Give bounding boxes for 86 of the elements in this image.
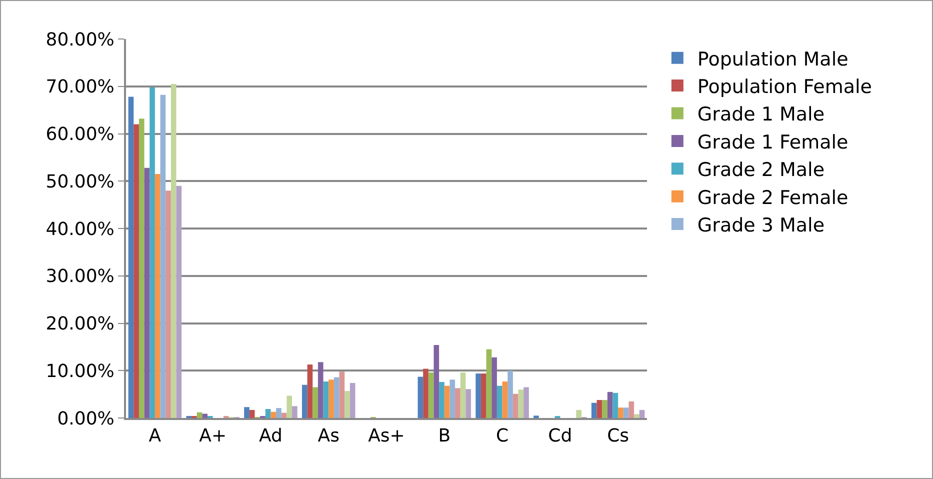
- bar: [265, 409, 271, 418]
- bar: [602, 400, 608, 418]
- bar: [128, 96, 134, 418]
- bar: [144, 168, 150, 418]
- x-tick-label: B: [438, 426, 451, 447]
- bar: [612, 392, 618, 418]
- x-tick-label: A: [148, 426, 162, 447]
- bar: [249, 410, 255, 418]
- x-tick-label: As+: [368, 426, 405, 447]
- bar: [150, 87, 155, 418]
- bar: [286, 396, 292, 418]
- y-tick-label: 80.00%: [46, 29, 114, 50]
- bar: [518, 390, 524, 418]
- bar: [176, 186, 182, 418]
- y-tick-label: 30.00%: [46, 266, 114, 288]
- bar: [202, 414, 208, 418]
- bar: [460, 372, 466, 418]
- x-tick-label: Cs: [607, 426, 630, 447]
- bar: [576, 410, 582, 418]
- bar: [607, 392, 613, 418]
- bar: [244, 407, 250, 418]
- y-tick-label: 0.00%: [57, 408, 114, 430]
- y-tick-label: 70.00%: [46, 76, 114, 98]
- bar: [639, 410, 645, 418]
- legend-label: Population Male: [697, 48, 848, 70]
- x-tick-label: Cd: [548, 426, 572, 447]
- bar: [512, 394, 518, 418]
- bar: [496, 386, 502, 418]
- bar: [591, 402, 597, 418]
- bar: [439, 382, 444, 418]
- bar: [350, 382, 356, 418]
- y-tick-label: 60.00%: [46, 124, 114, 146]
- bar: [596, 400, 602, 418]
- bar: [508, 370, 513, 418]
- bar: [428, 372, 434, 418]
- bar: [292, 406, 298, 418]
- legend-label: Grade 2 Female: [697, 186, 848, 209]
- bar: [166, 190, 171, 418]
- x-tick-label: As: [318, 426, 340, 447]
- bar: [270, 412, 276, 418]
- legend-label: Grade 3 Male: [697, 214, 825, 236]
- bar: [623, 408, 629, 418]
- x-tick-label: C: [496, 426, 509, 447]
- bar: [302, 384, 308, 418]
- x-tick-label: Ad: [259, 426, 282, 447]
- bar: [486, 349, 492, 418]
- bar: [344, 391, 350, 418]
- x-tick-label: A+: [199, 426, 227, 447]
- bar: [450, 380, 456, 418]
- bar: [328, 380, 334, 418]
- bar: [466, 389, 472, 418]
- y-tick-label: 50.00%: [46, 171, 114, 192]
- bar: [492, 357, 497, 418]
- bar: [307, 364, 313, 418]
- bar: [312, 387, 318, 418]
- legend-label: Population Female: [697, 76, 872, 98]
- bar: [334, 377, 340, 418]
- bar: [339, 372, 345, 418]
- legend-label: Grade 1 Male: [697, 104, 825, 126]
- bar: [418, 376, 424, 418]
- bar: [170, 84, 176, 418]
- bar: [618, 408, 624, 418]
- bar: [628, 401, 634, 418]
- bar: [423, 368, 428, 418]
- bar: [323, 382, 329, 418]
- y-tick-label: 20.00%: [46, 314, 114, 335]
- bar: [524, 387, 529, 418]
- bar: [318, 362, 324, 418]
- bar: [434, 345, 440, 418]
- bar: [276, 408, 282, 418]
- legend-label: Grade 1 Female: [697, 131, 848, 154]
- bar: [502, 382, 508, 418]
- y-tick-label: 40.00%: [46, 218, 114, 240]
- bar: [281, 412, 287, 418]
- bar: [480, 373, 486, 418]
- bar: [138, 118, 144, 418]
- bar: [444, 386, 450, 418]
- bar: [154, 174, 160, 418]
- bar: [634, 414, 640, 418]
- bar: [160, 94, 166, 418]
- y-tick-label: 10.00%: [46, 360, 114, 382]
- legend-label: Grade 2 Male: [697, 159, 825, 182]
- bar: [476, 373, 481, 418]
- bar: [196, 412, 202, 418]
- bar: [134, 124, 139, 418]
- bar: [455, 388, 460, 418]
